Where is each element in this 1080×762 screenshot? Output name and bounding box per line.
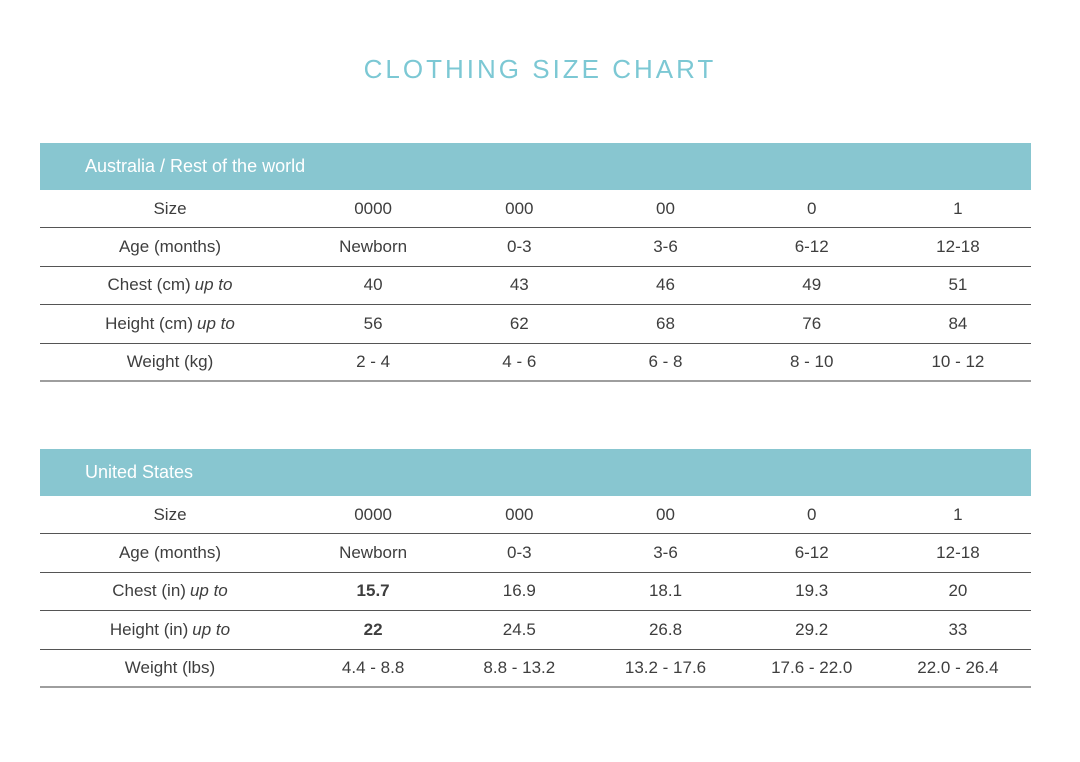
table-header-band-united-states: United States (40, 449, 1031, 496)
cell-value: 29.2 (795, 619, 829, 639)
row-label: Age (months) (40, 237, 300, 257)
cell-value: 4 - 6 (502, 351, 537, 371)
cell-value: Newborn (339, 543, 408, 563)
row-label-text: Chest (cm) (107, 275, 191, 295)
table-row-chest: Chest (cm) up to 40 43 46 49 51 (40, 267, 1031, 306)
row-label: Chest (cm) up to (40, 275, 300, 295)
cell-value: 0-3 (507, 237, 532, 257)
cell-value: 33 (948, 619, 968, 639)
cell-value: 000 (505, 504, 534, 524)
row-label-suffix: up to (189, 581, 228, 601)
cell-value: 1 (953, 198, 963, 218)
cell-value: 0-3 (507, 543, 532, 563)
cell-value: 1 (953, 504, 963, 524)
cell-value: 000 (505, 198, 534, 218)
cell-value: 76 (802, 313, 822, 333)
row-label-text: Size (153, 198, 187, 218)
row-label-text: Age (months) (118, 543, 222, 563)
table-header-label: Australia / Rest of the world (85, 156, 306, 176)
table-row-size: Size 0000 000 00 0 1 (40, 190, 1031, 229)
cell-value: 0000 (354, 198, 393, 218)
cell-value: Newborn (339, 237, 408, 257)
cell-value: 00 (656, 198, 675, 218)
row-label: Chest (in) up to (40, 581, 300, 601)
table-row-age: Age (months) Newborn 0-3 3-6 6-12 12-18 (40, 228, 1031, 267)
page-title: CLOTHING SIZE CHART (363, 54, 717, 84)
row-label: Weight (lbs) (40, 658, 300, 678)
cell-value: 12-18 (936, 543, 980, 563)
table-row-chest: Chest (in) up to 15.7 16.9 18.1 19.3 20 (40, 573, 1031, 612)
cell-value: 84 (948, 313, 968, 333)
cell-value: 56 (363, 313, 383, 333)
size-table-australia: Australia / Rest of the world Size 0000 … (40, 143, 1031, 382)
row-label-suffix: up to (197, 313, 235, 333)
cell-value: 16.9 (502, 581, 536, 601)
cell-value: 8.8 - 13.2 (483, 657, 556, 677)
table-header-label: United States (85, 462, 194, 482)
row-label: Age (months) (40, 543, 300, 563)
row-label-text: Age (months) (118, 237, 222, 257)
cell-value: 17.6 - 22.0 (771, 657, 853, 677)
table-row-height: Height (in) up to 22 24.5 26.8 29.2 33 (40, 611, 1031, 650)
table-row-weight: Weight (kg) 2 - 4 4 - 6 6 - 8 8 - 10 10 … (40, 344, 1031, 382)
cell-value: 24.5 (502, 619, 536, 639)
table-header-band-australia: Australia / Rest of the world (40, 143, 1031, 190)
cell-value: 0000 (354, 504, 393, 524)
table-row-age: Age (months) Newborn 0-3 3-6 6-12 12-18 (40, 534, 1031, 573)
cell-value: 46 (656, 275, 675, 295)
cell-value: 6 - 8 (648, 351, 683, 371)
cell-value: 18.1 (648, 581, 683, 601)
cell-value: 26.8 (648, 619, 683, 639)
cell-value: 0 (806, 198, 817, 218)
row-label-text: Weight (lbs) (124, 657, 216, 677)
cell-value: 40 (363, 275, 383, 295)
cell-value: 13.2 - 17.6 (624, 657, 707, 677)
row-label: Height (cm) up to (40, 314, 300, 334)
cell-value: 43 (509, 275, 529, 295)
cell-value: 2 - 4 (356, 351, 391, 371)
cell-value: 22.0 - 26.4 (917, 657, 999, 677)
row-label-text: Chest (in) (112, 581, 186, 601)
row-label-suffix: up to (194, 275, 233, 295)
cell-value: 10 - 12 (931, 351, 985, 371)
table-row-height: Height (cm) up to 56 62 68 76 84 (40, 305, 1031, 344)
cell-value: 51 (948, 275, 968, 295)
row-label-text: Weight (kg) (126, 351, 214, 371)
cell-value: 20 (948, 581, 968, 601)
cell-value: 15.7 (356, 581, 390, 601)
row-label: Weight (kg) (40, 352, 300, 372)
cell-value: 6-12 (794, 237, 829, 257)
cell-value: 12-18 (936, 237, 980, 257)
row-label: Height (in) up to (40, 620, 300, 640)
cell-value: 6-12 (794, 543, 829, 563)
cell-value: 62 (509, 313, 529, 333)
table-row-size: Size 0000 000 00 0 1 (40, 496, 1031, 535)
cell-value: 00 (656, 504, 675, 524)
cell-value: 3-6 (653, 543, 678, 563)
cell-value: 19.3 (795, 581, 829, 601)
cell-value: 4.4 - 8.8 (341, 657, 405, 677)
size-table-united-states: United States Size 0000 000 00 0 1 Age (… (40, 449, 1031, 688)
cell-value: 22 (363, 619, 383, 639)
cell-value: 3-6 (653, 237, 678, 257)
table-row-weight: Weight (lbs) 4.4 - 8.8 8.8 - 13.2 13.2 -… (40, 650, 1031, 688)
cell-value: 0 (806, 504, 817, 524)
row-label-text: Height (in) (109, 619, 189, 639)
row-label: Size (40, 199, 300, 219)
row-label-text: Size (153, 504, 187, 524)
cell-value: 8 - 10 (789, 351, 834, 371)
row-label-text: Height (cm) (105, 313, 194, 333)
cell-value: 49 (802, 275, 822, 295)
cell-value: 68 (656, 313, 675, 333)
row-label-suffix: up to (192, 619, 231, 639)
row-label: Size (40, 505, 300, 525)
